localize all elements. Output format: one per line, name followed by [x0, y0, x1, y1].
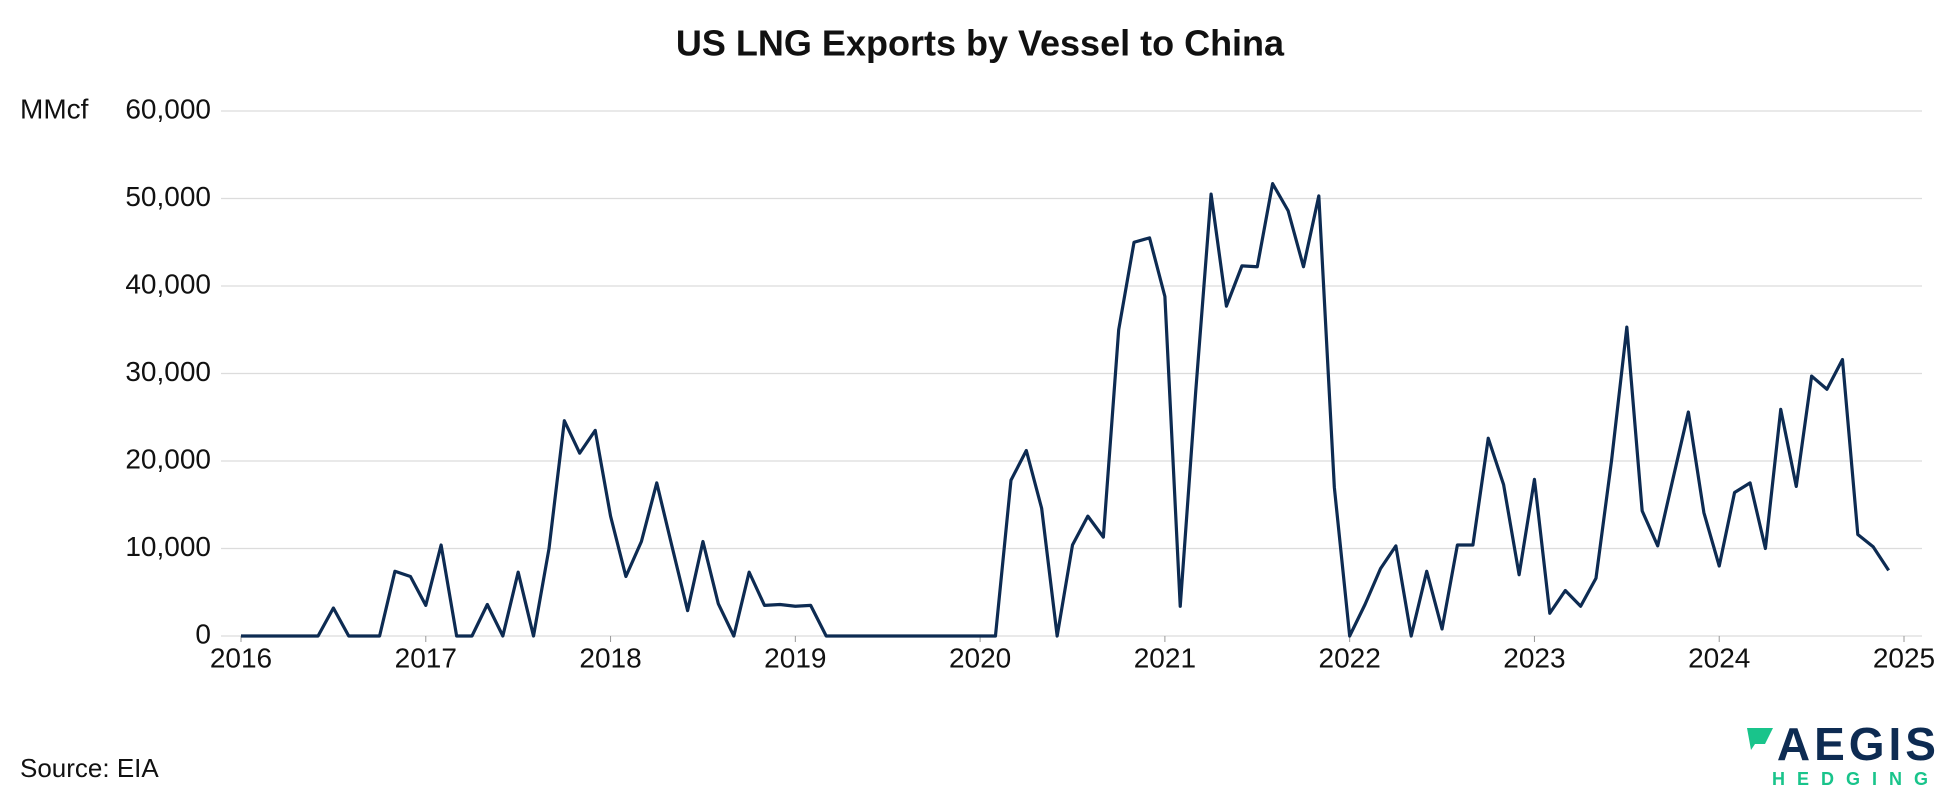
y-axis-label: MMcf	[20, 93, 89, 124]
y-tick-label: 50,000	[125, 181, 211, 212]
x-tick-label: 2018	[579, 642, 641, 673]
x-tick-label: 2021	[1134, 642, 1196, 673]
x-tick-label: 2016	[210, 642, 272, 673]
x-tick-label: 2023	[1503, 642, 1565, 673]
y-tick-label: 10,000	[125, 531, 211, 562]
x-tick-label: 2025	[1873, 642, 1935, 673]
chart-title: US LNG Exports by Vessel to China	[676, 23, 1285, 64]
y-tick-label: 30,000	[125, 356, 211, 387]
x-tick-label: 2017	[395, 642, 457, 673]
y-tick-label: 0	[195, 618, 211, 649]
logo-tagline: HEDGING	[1772, 769, 1940, 789]
y-tick-label: 20,000	[125, 443, 211, 474]
logo: AEGIS HEDGING	[1747, 718, 1940, 789]
source: Source: EIA	[20, 753, 159, 783]
y-tick-label: 40,000	[125, 268, 211, 299]
x-tick-label: 2019	[764, 642, 826, 673]
logo-name: AEGIS	[1777, 718, 1940, 770]
y-tick-label: 60,000	[125, 93, 211, 124]
x-tick-label: 2020	[949, 642, 1011, 673]
line	[241, 182, 1890, 638]
x-tick-label: 2022	[1319, 642, 1381, 673]
logo-mark	[1747, 728, 1773, 750]
x-tick-label: 2024	[1688, 642, 1750, 673]
